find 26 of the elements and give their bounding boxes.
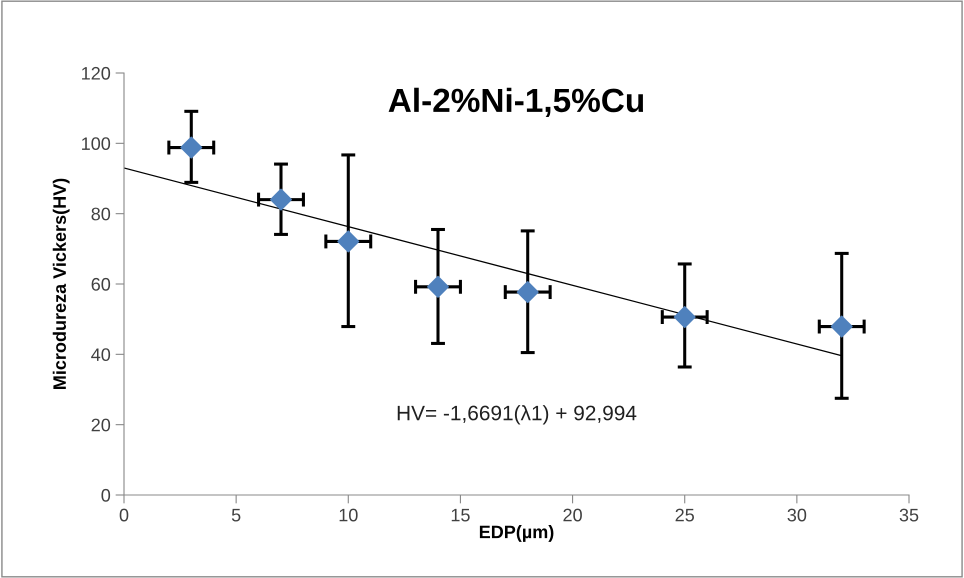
point <box>337 230 360 252</box>
y-tick-label: 100 <box>82 137 110 150</box>
x-tick-label: 10 <box>340 508 358 522</box>
x-tick-label: 35 <box>900 508 918 522</box>
y-tick-label: 60 <box>92 278 110 291</box>
point <box>830 316 853 338</box>
y-tick-label: 80 <box>92 208 110 220</box>
y-tick-label: 0 <box>101 488 110 502</box>
y-tick-label: 20 <box>92 418 110 432</box>
x-tick-label: 5 <box>232 508 240 522</box>
chart-title: Al-2%Ni-1,5%Cu <box>388 88 644 118</box>
point <box>180 136 202 159</box>
y-tick-label: 120 <box>82 66 110 80</box>
y-axis-title: Microdureza Vickers(HV) <box>52 178 70 389</box>
point <box>674 306 696 328</box>
x-axis-title: EDP(µm) <box>480 525 554 542</box>
annotation: HV= -1,6691(λ1) + 92,994 <box>398 405 636 425</box>
x-tick-label: 0 <box>120 508 128 522</box>
x-tick-label: 20 <box>563 508 582 522</box>
x-tick-label: 25 <box>676 508 694 522</box>
point <box>427 276 449 298</box>
point <box>516 281 539 304</box>
point <box>270 188 292 211</box>
x-tick-label: 15 <box>452 508 470 522</box>
y-tick-label: 40 <box>91 348 110 362</box>
x-tick-label: 30 <box>788 508 806 522</box>
